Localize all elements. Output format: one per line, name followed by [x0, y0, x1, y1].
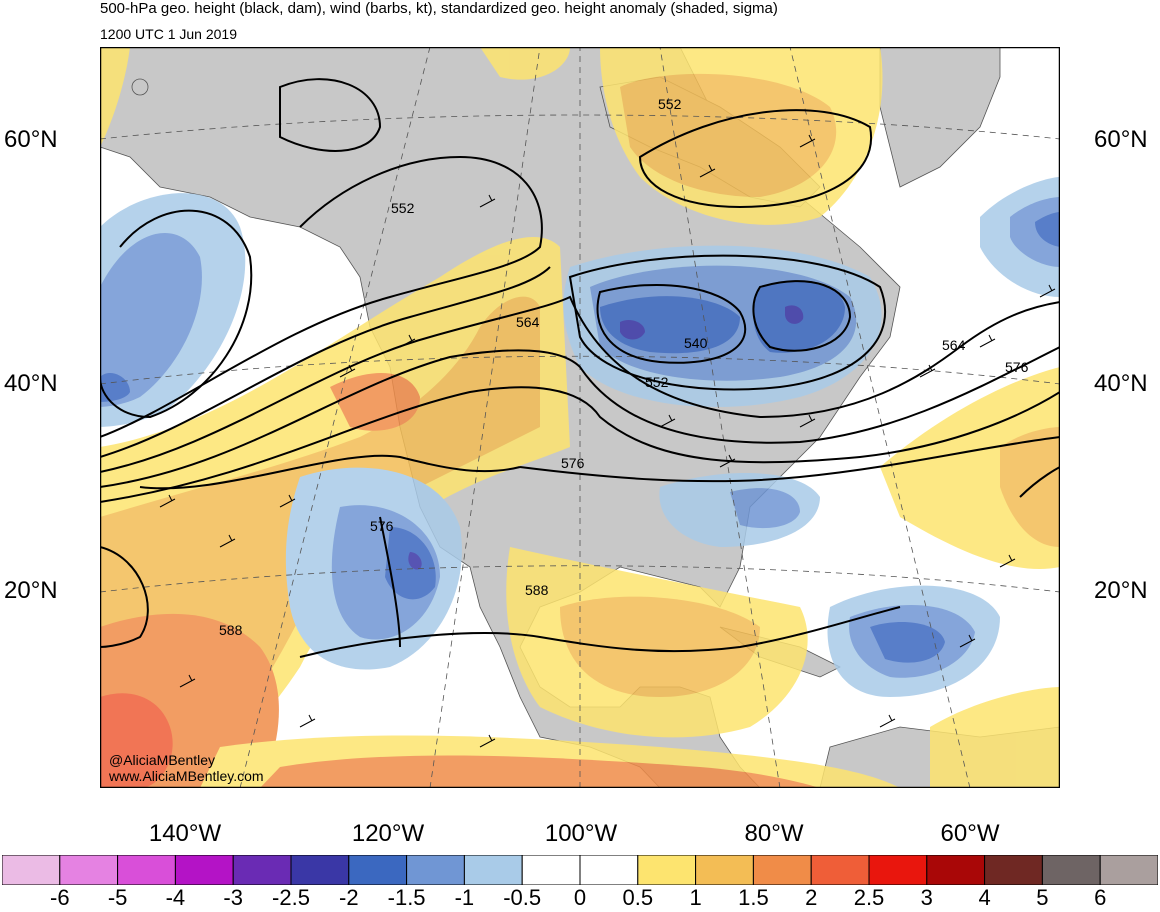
colorbar-swatch	[752, 855, 812, 885]
map-frame	[100, 47, 1060, 788]
colorbar-tick-label: 1.5	[738, 885, 769, 910]
contour-label: 564	[942, 337, 966, 353]
anomaly-shading	[100, 47, 1060, 788]
colorbar-swatch	[637, 855, 697, 885]
colorbar-swatch	[232, 855, 292, 885]
colorbar-swatch	[521, 855, 581, 885]
lon-label: 120°W	[351, 820, 425, 847]
contour-label: 588	[525, 582, 549, 598]
colorbar-tick-label: 4	[978, 885, 991, 910]
colorbar-tick-label: 0.5	[622, 885, 654, 910]
lon-label: 140°W	[148, 820, 222, 847]
colorbar-swatch	[1099, 855, 1158, 885]
colorbar-swatch	[174, 855, 234, 885]
colorbar-swatch	[59, 855, 119, 885]
lat-label-right: 20°N	[1094, 577, 1148, 604]
contour-label: 576	[561, 455, 585, 471]
lat-label-right: 40°N	[1094, 370, 1148, 397]
contour-label: 552	[658, 96, 682, 112]
colorbar-tick-label: 5	[1036, 885, 1049, 910]
contour-label: 540	[684, 335, 708, 351]
colorbar-swatch	[984, 855, 1043, 885]
colorbar-swatch	[406, 855, 465, 885]
colorbar-swatch	[868, 855, 928, 885]
colorbar-tick-label: -2.5	[272, 885, 310, 910]
colorbar-tick-label: 6	[1094, 885, 1107, 910]
contour-labels: 552 552 564 540 552 564 576 576 576 588 …	[219, 96, 1029, 638]
colorbar-tick-label: 2.5	[853, 885, 885, 910]
lon-label: 100°W	[544, 820, 618, 847]
lon-label: 80°W	[744, 820, 804, 847]
colorbar-tick-label: -4	[165, 885, 186, 910]
colorbar-tick-label: -5	[107, 885, 128, 910]
contour-label: 576	[370, 518, 394, 534]
contour-label: 552	[391, 200, 415, 216]
colorbar-tick-label: -2	[339, 885, 359, 910]
colorbar-swatch	[810, 855, 870, 885]
lat-label-left: 60°N	[4, 126, 58, 153]
chart-title: 500-hPa geo. height (black, dam), wind (…	[100, 0, 778, 17]
credit-handle: @AliciaMBentley	[109, 752, 216, 768]
colorbar-swatch	[1041, 855, 1101, 885]
colorbar-tick-label: -3	[223, 885, 243, 910]
valid-time: 1200 UTC 1 Jun 2019	[100, 26, 237, 42]
colorbar-swatch	[348, 855, 408, 885]
colorbar-tick-label: 3	[920, 885, 933, 910]
lat-label-left: 20°N	[4, 577, 58, 604]
lat-label-left: 40°N	[4, 370, 58, 397]
contour-label: 564	[516, 314, 540, 330]
colorbar-swatch	[926, 855, 986, 885]
colorbar-tick-label: -0.5	[503, 885, 542, 910]
colorbar	[2, 855, 1158, 885]
weather-map: 552 552 564 540 552 564 576 576 576 588 …	[100, 47, 1060, 788]
colorbar-tick-label: -1.5	[387, 885, 426, 910]
colorbar-tick-label: 0	[573, 885, 587, 910]
lat-label-right: 60°N	[1094, 126, 1148, 153]
colorbar-tick-label: -6	[50, 885, 70, 910]
colorbar-swatch	[117, 855, 176, 885]
colorbar-swatch	[579, 855, 639, 885]
colorbar-swatch	[463, 855, 523, 885]
colorbar-tick-label: 1	[689, 885, 702, 910]
greenland-land	[879, 47, 1001, 188]
lon-label: 60°W	[940, 820, 1000, 847]
colorbar-swatch	[290, 855, 350, 885]
colorbar-tick-label: -1	[454, 885, 475, 910]
contour-label: 588	[219, 622, 243, 638]
colorbar-swatch	[695, 855, 754, 885]
wind-barbs	[159, 134, 1056, 748]
credit-url: www.AliciaMBentley.com	[109, 768, 264, 784]
colorbar-swatch	[2, 855, 61, 885]
contour-label: 576	[1005, 359, 1029, 375]
colorbar-tick-label: 2	[805, 885, 818, 910]
contour-label: 552	[645, 374, 669, 390]
